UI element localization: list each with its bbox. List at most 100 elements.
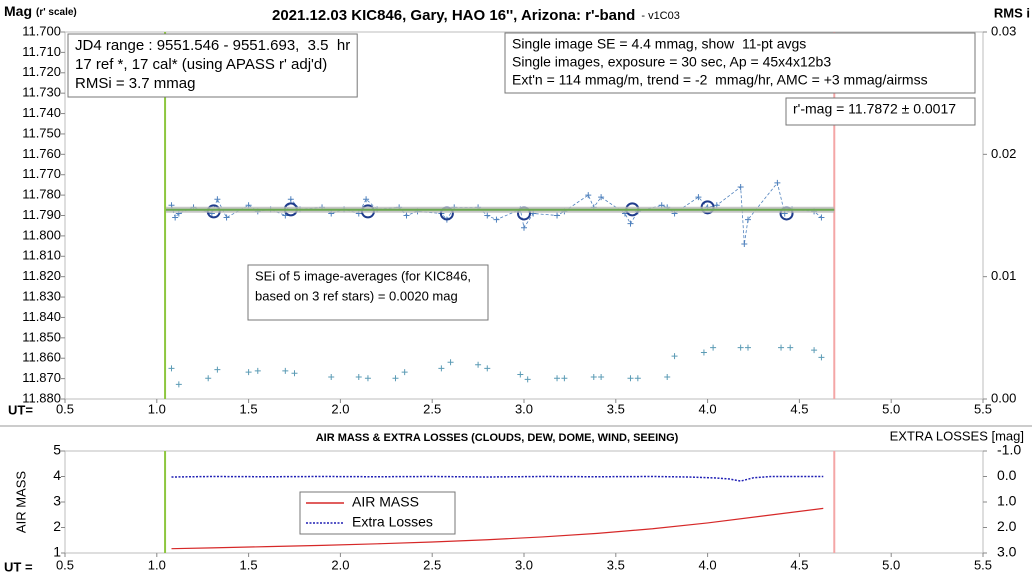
y2-tick-label: 0.02 [991,146,1016,161]
point [818,354,825,361]
point [282,367,289,374]
point [175,381,182,388]
point [392,375,399,382]
point [517,371,524,378]
annotation-text: JD4 range : 9551.546 - 9551.693, 3.5 hr [75,37,350,54]
y2-tick-label: 0.00 [991,390,1016,405]
y-tick-label: 5 [53,442,61,458]
point [737,344,744,351]
x-axis-label: UT = [4,559,33,574]
y-tick-label: 11.860 [22,350,61,365]
y-tick-label: 11.720 [22,64,61,79]
x-tick-label: 0.5 [56,557,74,572]
point [245,369,252,376]
point [598,194,605,201]
annotation-text: RMSi = 3.7 mmag [75,75,195,92]
point [524,376,531,383]
annotation-text: 17 ref *, 17 cal* (using APASS r' adj'd) [75,56,327,73]
point [205,375,212,382]
annotation-text: Ext'n = 114 mmag/m, trend = -2 mmag/hr, … [512,72,928,88]
y-tick-label: 11.850 [22,329,61,344]
series-line [171,507,824,550]
y2-axis-label: EXTRA LOSSES [mag] [890,428,1024,443]
y-tick-label: 11.700 [22,23,61,38]
point [744,216,751,223]
point [585,192,592,199]
title-main: 2021.12.03 KIC846, Gary, HAO 16'', Arizo… [272,7,635,24]
point [664,373,671,380]
y-tick-label: 11.770 [22,166,61,181]
y-axis-label: Mag (r' scale) [4,3,77,19]
y-axis-label: AIR MASS [13,471,28,533]
legend-label: AIR MASS [352,494,419,510]
y2-tick-label: 2.0 [997,518,1017,534]
point [521,224,527,231]
ylabel-main: Mag [4,3,32,19]
point [634,375,641,382]
point [355,373,362,380]
y-tick-label: 11.820 [22,268,61,283]
y2-tick-label: 0.0 [997,467,1017,483]
x-tick-label: 1.0 [148,557,166,572]
x-axis-label: UT= [8,402,33,417]
point [287,196,294,203]
point [737,183,744,190]
x-tick-label: 5.0 [882,557,900,572]
point [671,353,678,360]
annotation-box [504,32,976,94]
point [561,375,568,382]
point [787,344,794,351]
point [554,212,561,219]
y-tick-label: 11.740 [22,105,61,120]
y-tick-label: 11.800 [22,227,61,242]
annotation-text: Single image SE = 4.4 mmag, show 11-pt a… [512,36,806,52]
annotation-box [67,33,358,98]
ylabel-note: (r' scale) [36,7,77,18]
x-tick-label: 2.0 [331,557,349,572]
point [741,241,748,248]
y2-tick-label: 3.0 [997,544,1017,560]
point [554,375,561,382]
point [214,196,221,203]
point [598,373,605,380]
y2-tick-label: -1.0 [997,442,1021,458]
chart-title: 2021.12.03 KIC846, Gary, HAO 16'', Arizo… [272,7,680,24]
y-tick-label: 11.750 [22,125,61,140]
point [818,214,825,221]
y-tick-label: 11.830 [22,288,61,303]
y-tick-label: 11.870 [22,370,61,385]
y-tick-label: 11.730 [22,85,61,100]
x-tick-label: 0.5 [56,401,74,416]
point [710,344,717,351]
point [254,367,261,374]
x-tick-label: 2.5 [423,557,441,572]
annotation: JD4 range : 9551.546 - 9551.693, 3.5 hr 1… [67,33,358,98]
x-tick-label: 4.5 [790,557,808,572]
x-tick-label: 4.5 [790,401,808,416]
point [744,344,751,351]
x-tick-label: 3.0 [515,401,533,416]
y-tick-label: 11.810 [22,248,61,263]
annotation-text: r'-mag = 11.7872 ± 0.0017 [793,101,956,117]
annotation-box [785,97,976,126]
point [168,365,175,372]
x-tick-label: 2.0 [331,401,349,416]
x-tick-label: 5.5 [974,557,992,572]
series-line [171,181,822,245]
x-tick-label: 1.0 [148,401,166,416]
y-tick-label: 2 [53,518,61,534]
x-tick-label: 5.0 [882,401,900,416]
point [590,373,597,380]
x-tick-label: 4.0 [699,401,717,416]
y-tick-label: 11.710 [22,44,61,59]
annotation: SEi of 5 image-averages (for KIC846, base… [247,264,489,321]
annotation: Single image SE = 4.4 mmag, show 11-pt a… [504,32,976,94]
point [484,365,491,372]
point [484,212,491,219]
y-tick-label: 11.840 [22,309,61,324]
x-tick-label: 3.0 [515,557,533,572]
legend-label: Extra Losses [352,514,433,530]
series-line [171,475,824,482]
point [774,179,781,186]
